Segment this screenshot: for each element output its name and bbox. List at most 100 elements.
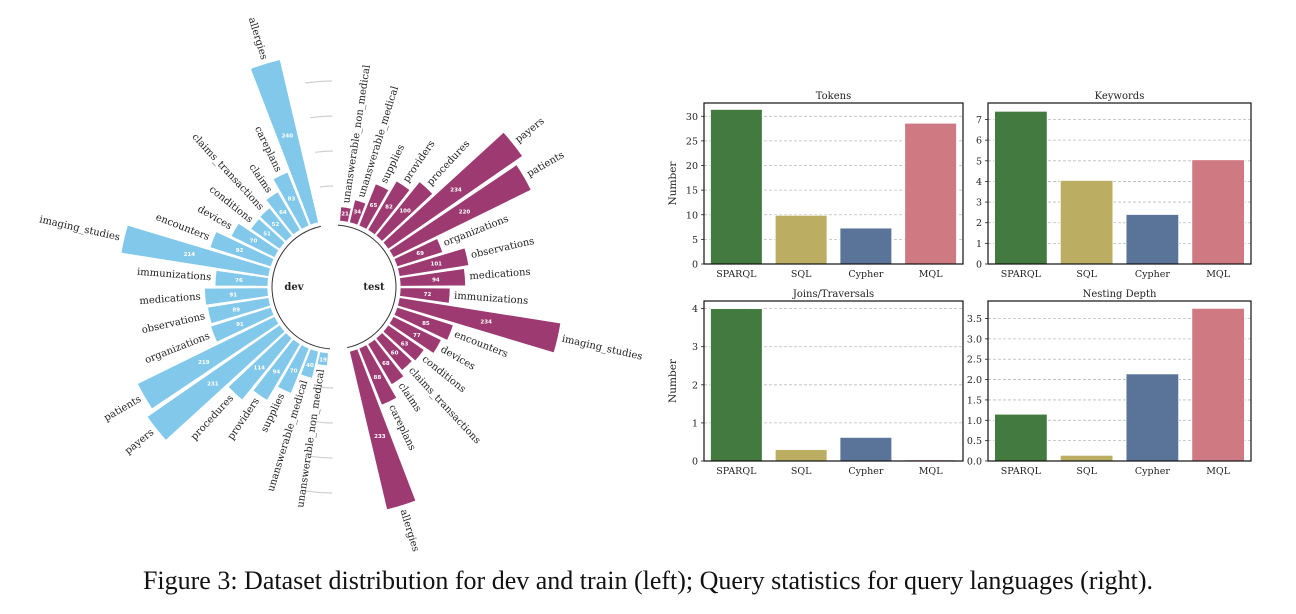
- value-label: 234: [480, 320, 492, 326]
- bar-test-claims: [366, 338, 406, 386]
- value-label: 91: [229, 293, 237, 299]
- radial-gridline: [314, 421, 333, 424]
- axes-frame: [987, 300, 1252, 462]
- y-tick-label: 4: [692, 304, 698, 315]
- value-label: 70: [250, 239, 258, 245]
- value-label: 83: [288, 197, 296, 203]
- value-label: 214: [184, 252, 196, 258]
- category-label: immunizations: [137, 267, 212, 284]
- bar-dev-unanswerable_medical: [299, 347, 320, 380]
- bar-test-unanswerable_non_medical: [338, 205, 353, 224]
- bar-chart-nesting-depth: 0.0 0.5 1.0 1.5 2.0 2.5 3.0 3.5 SPARQL SQL Cypher M…: [967, 289, 1252, 477]
- y-tick-label: 2.0: [967, 375, 982, 386]
- bar-test-allergies: [348, 347, 417, 511]
- bar-test-procedures: [374, 180, 434, 243]
- y-tick-label: 4: [976, 177, 982, 188]
- bar-dev-devices: [229, 222, 281, 259]
- bar-dev-claims: [264, 190, 302, 236]
- value-label: 233: [374, 434, 386, 440]
- value-label: 219: [198, 360, 210, 366]
- value-label: 52: [272, 222, 280, 228]
- y-tick-label: 0: [692, 260, 698, 271]
- category-label: observations: [141, 311, 207, 336]
- x-tick-label: MQL: [1206, 466, 1231, 477]
- bar-SPARQL: [994, 110, 1048, 265]
- x-tick-label: SQL: [1076, 466, 1097, 477]
- x-tick-label: MQL: [1206, 269, 1231, 280]
- y-axis-label: Number: [667, 161, 679, 206]
- category-label: imaging_studies: [561, 334, 644, 363]
- y-tick-label: 2: [976, 218, 982, 229]
- bar-test-unanswerable_medical: [348, 198, 367, 227]
- category-label: patients: [102, 394, 143, 424]
- inner-arc-test: [337, 224, 397, 349]
- y-axis-label: Number: [667, 358, 679, 403]
- bar-dev-immunizations: [214, 269, 270, 288]
- bar-dev-providers: [251, 338, 302, 402]
- bar-test-claims_transactions: [374, 331, 414, 372]
- bar-dev-supplies: [276, 343, 311, 395]
- y-tick-label: 1: [692, 418, 698, 429]
- group-label-test: test: [363, 282, 385, 293]
- bar-test-observations: [396, 246, 470, 278]
- bar-dev-conditions: [249, 217, 287, 251]
- chart-title: Keywords: [1095, 91, 1145, 102]
- y-tick-label: 0.0: [967, 457, 982, 468]
- bar-SQL: [1059, 454, 1114, 462]
- x-tick-label: SQL: [1076, 269, 1097, 280]
- bar-test-organizations: [392, 237, 444, 268]
- bar-dev-patients: [136, 315, 281, 411]
- chart-title: Joins/Traversals: [792, 289, 874, 300]
- value-label: 94: [273, 369, 281, 375]
- y-tick-label: 25: [686, 136, 698, 147]
- y-tick-label: 5: [976, 156, 982, 167]
- figure-caption: Figure 3: Dataset distribution for dev a…: [142, 566, 1154, 595]
- bar-dev-allergies: [249, 58, 320, 227]
- bar-test-immunizations: [398, 286, 452, 305]
- category-label: payers: [123, 427, 156, 457]
- value-label: 63: [401, 341, 409, 347]
- y-tick-label: 2.5: [967, 355, 982, 366]
- bar-dev-careplans: [271, 171, 311, 231]
- radial-gridline: [310, 455, 333, 459]
- bar-dev-imaging_studies: [120, 224, 272, 278]
- y-tick-label: 1.0: [967, 416, 982, 427]
- y-tick-label: 3: [976, 198, 982, 209]
- value-label: 77: [413, 333, 421, 339]
- category-label: payers: [513, 116, 546, 146]
- category-label: allergies: [246, 16, 269, 61]
- bar-SPARQL: [994, 413, 1048, 462]
- radial-gridline: [319, 185, 334, 188]
- y-tick-label: 7: [976, 115, 982, 126]
- bar-dev-organizations: [209, 306, 276, 344]
- bar-test-careplans: [357, 343, 398, 407]
- value-label: 65: [370, 203, 378, 209]
- category-label: patients: [525, 150, 566, 180]
- axes-frame: [987, 102, 1252, 265]
- y-tick-label: 20: [686, 161, 698, 172]
- category-label: medications: [469, 267, 531, 283]
- y-tick-label: 1.5: [967, 395, 982, 406]
- value-label: 40: [306, 363, 314, 369]
- y-tick-label: 1: [976, 239, 982, 250]
- bar-test-supplies: [357, 182, 390, 231]
- x-tick-label: MQL: [919, 466, 944, 477]
- y-tick-label: 0.5: [967, 436, 982, 447]
- y-tick-label: 2: [692, 380, 698, 391]
- value-label: 100: [399, 208, 411, 214]
- radial-gridline: [305, 80, 333, 84]
- bar-SQL: [774, 449, 828, 462]
- bar-dev-encounters: [208, 230, 276, 268]
- y-tick-label: 0: [692, 457, 698, 468]
- x-tick-label: SPARQL: [716, 269, 757, 280]
- radial-gridline: [319, 386, 334, 389]
- bar-Cypher: [1125, 373, 1180, 462]
- radial-gridline: [310, 115, 333, 119]
- bar-test-imaging_studies: [396, 296, 562, 354]
- value-label: 89: [232, 307, 240, 313]
- bar-test-medications: [398, 267, 467, 288]
- value-label: 21: [341, 212, 349, 218]
- x-tick-label: MQL: [919, 269, 944, 280]
- chart-title: Tokens: [816, 91, 851, 102]
